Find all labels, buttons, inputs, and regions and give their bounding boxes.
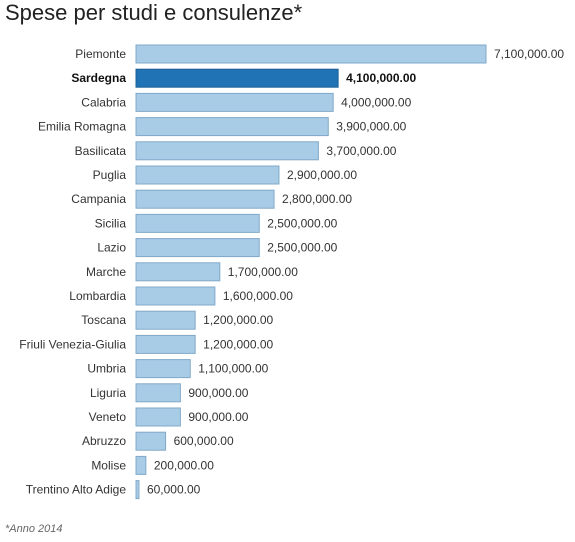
value-label: 1,700,000.00 bbox=[228, 265, 298, 279]
category-label: Piemonte bbox=[75, 47, 126, 61]
category-label: Emilia Romagna bbox=[38, 120, 126, 134]
bar-trentino-alto-adige bbox=[135, 480, 140, 500]
value-label: 7,100,000.00 bbox=[494, 47, 564, 61]
value-label: 900,000.00 bbox=[188, 410, 248, 424]
value-label: 1,200,000.00 bbox=[203, 337, 273, 351]
category-label: Toscana bbox=[81, 313, 126, 327]
bar-puglia bbox=[135, 165, 280, 185]
category-label: Marche bbox=[86, 265, 126, 279]
value-label: 2,500,000.00 bbox=[267, 241, 337, 255]
bar-emilia-romagna bbox=[135, 117, 329, 137]
bar-campania bbox=[135, 189, 275, 209]
category-label: Lazio bbox=[97, 241, 126, 255]
category-label: Lombardia bbox=[69, 289, 126, 303]
value-label: 3,700,000.00 bbox=[326, 144, 396, 158]
bar-piemonte bbox=[135, 44, 487, 64]
category-label: Campania bbox=[71, 192, 126, 206]
value-label: 4,000,000.00 bbox=[341, 95, 411, 109]
bar-umbria bbox=[135, 359, 191, 379]
value-label: 3,900,000.00 bbox=[336, 120, 406, 134]
category-label: Trentino Alto Adige bbox=[26, 483, 127, 497]
bar-abruzzo bbox=[135, 431, 167, 451]
category-label: Abruzzo bbox=[82, 434, 126, 448]
value-label: 600,000.00 bbox=[174, 434, 234, 448]
bar-calabria bbox=[135, 92, 334, 112]
category-label: Sicilia bbox=[95, 216, 127, 230]
bar-veneto bbox=[135, 407, 181, 427]
value-label: 4,100,000.00 bbox=[346, 71, 416, 85]
value-label: 900,000.00 bbox=[188, 386, 248, 400]
bar-molise bbox=[135, 455, 147, 475]
value-label: 1,600,000.00 bbox=[223, 289, 293, 303]
category-label: Veneto bbox=[89, 410, 127, 424]
bar-basilicata bbox=[135, 141, 319, 161]
category-label: Liguria bbox=[90, 386, 126, 400]
chart-title: Spese per studi e consulenze* bbox=[5, 0, 303, 25]
value-label: 2,800,000.00 bbox=[282, 192, 352, 206]
bar-lombardia bbox=[135, 286, 216, 306]
category-label: Molise bbox=[91, 458, 126, 472]
bar-sicilia bbox=[135, 213, 260, 233]
bar-marche bbox=[135, 262, 221, 282]
bar-lazio bbox=[135, 238, 260, 258]
value-label: 60,000.00 bbox=[147, 483, 201, 497]
category-label: Basilicata bbox=[75, 144, 127, 158]
bar-friuli-venezia-giulia bbox=[135, 334, 196, 354]
category-label: Sardegna bbox=[71, 71, 126, 85]
category-label: Puglia bbox=[93, 168, 127, 182]
value-label: 1,200,000.00 bbox=[203, 313, 273, 327]
bar-liguria bbox=[135, 383, 181, 403]
footnote: *Anno 2014 bbox=[5, 523, 63, 535]
category-label: Umbria bbox=[87, 362, 126, 376]
bar-toscana bbox=[135, 310, 196, 330]
category-label: Calabria bbox=[81, 95, 126, 109]
value-label: 2,900,000.00 bbox=[287, 168, 357, 182]
value-label: 200,000.00 bbox=[154, 458, 214, 472]
value-label: 2,500,000.00 bbox=[267, 216, 337, 230]
bar-sardegna bbox=[135, 68, 339, 88]
category-label: Friuli Venezia-Giulia bbox=[19, 337, 126, 351]
value-label: 1,100,000.00 bbox=[198, 362, 268, 376]
